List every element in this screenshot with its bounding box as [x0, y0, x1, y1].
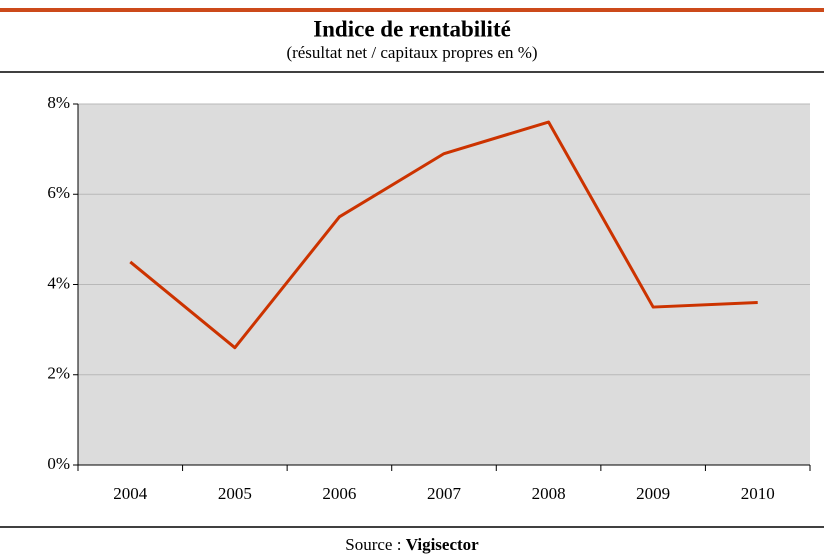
x-tick-label: 2010	[741, 484, 775, 503]
y-tick-label: 6%	[47, 183, 70, 202]
source-label: Source :	[345, 535, 401, 554]
x-tick-label: 2009	[636, 484, 670, 503]
chart-title: Indice de rentabilité	[313, 16, 511, 41]
source-name: Vigisector	[406, 535, 479, 554]
x-tick-label: 2006	[322, 484, 356, 503]
data-line	[129, 120, 758, 350]
y-tick-label: 2%	[47, 364, 70, 383]
x-tick-label: 2007	[427, 484, 462, 503]
x-tick-label: 2008	[532, 484, 566, 503]
chart-subtitle: (résultat net / capitaux propres en %)	[286, 43, 537, 62]
source: Source : Vigisector	[345, 535, 479, 554]
x-tick-label: 2004	[113, 484, 148, 503]
y-tick-label: 4%	[47, 273, 70, 292]
y-tick-label: 8%	[47, 93, 70, 112]
x-tick-label: 2005	[218, 484, 252, 503]
y-tick-label: 0%	[47, 454, 70, 473]
